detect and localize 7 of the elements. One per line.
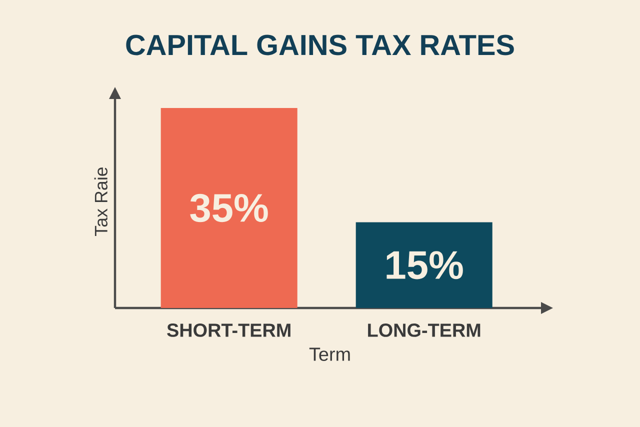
x-axis-title: Term xyxy=(309,348,350,361)
data-label: 15% xyxy=(386,251,463,280)
chart-title: CAPITAL GAINS TAX RATES xyxy=(126,34,514,56)
x-tick-label: LONG-TERM xyxy=(368,324,480,337)
y-axis-title: Tax Raie xyxy=(94,167,108,236)
data-label: 35% xyxy=(190,194,268,222)
x-tick-label: SHORT-TERM xyxy=(167,324,290,337)
